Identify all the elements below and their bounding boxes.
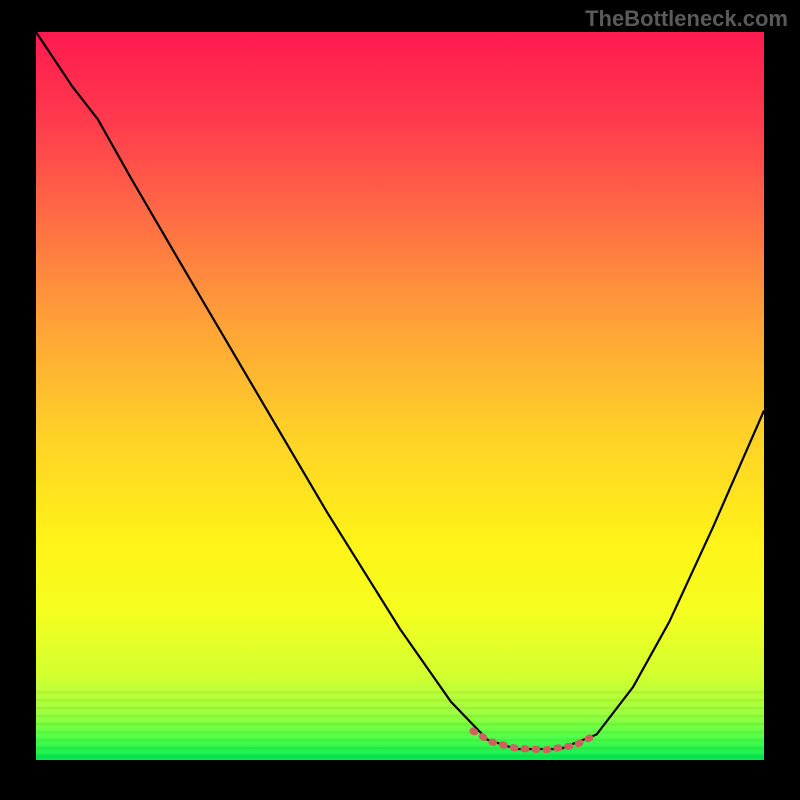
curve-layer: [36, 32, 764, 760]
plot-area: [36, 32, 764, 760]
bottleneck-curve: [36, 32, 764, 749]
watermark-text: TheBottleneck.com: [585, 6, 788, 32]
optimal-range-highlight: [473, 731, 597, 750]
